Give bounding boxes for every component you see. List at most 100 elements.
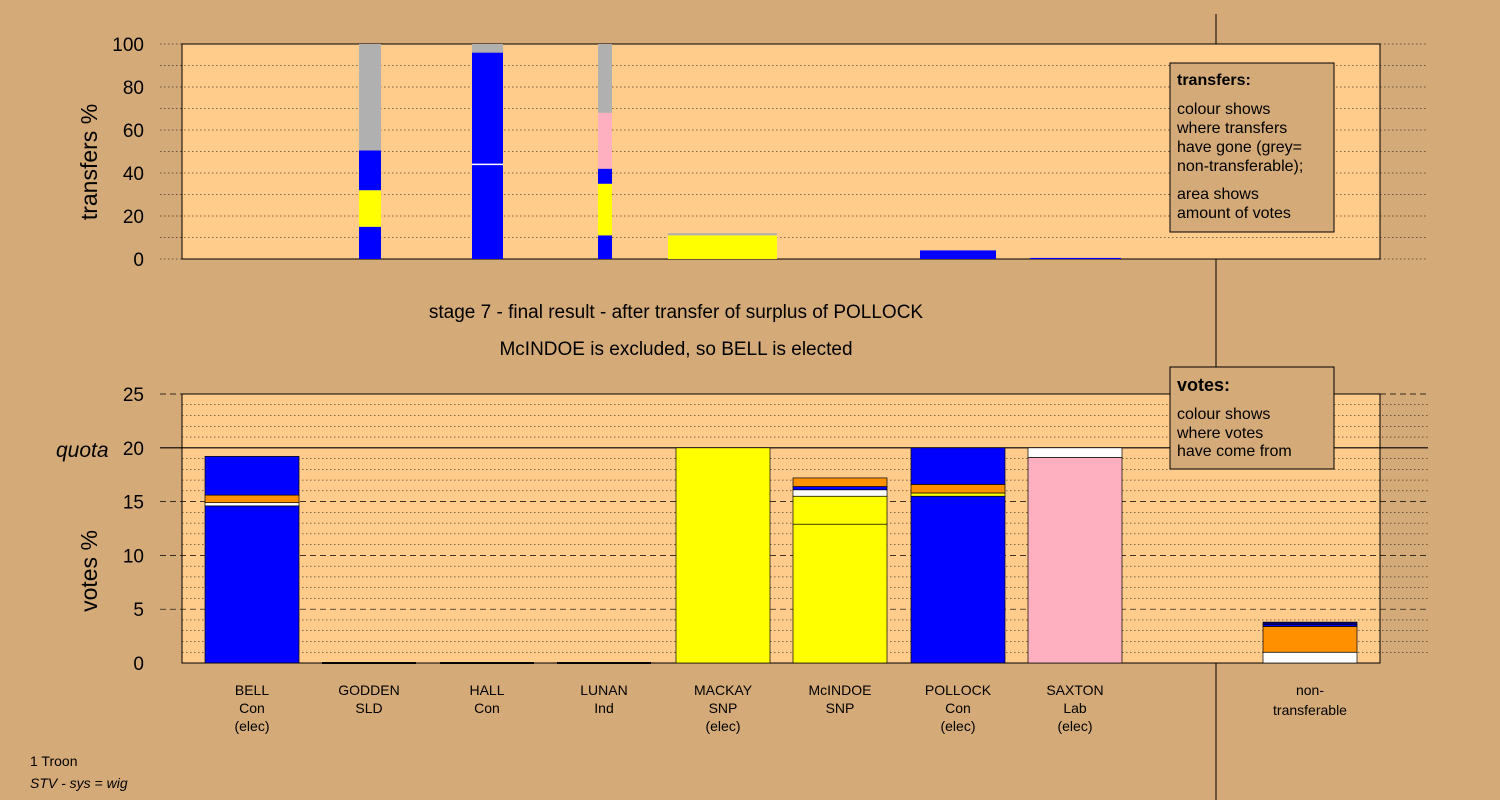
vote-bar-segment bbox=[204, 505, 300, 664]
vote-bar bbox=[1027, 447, 1123, 664]
vote-bar-segment bbox=[1262, 651, 1358, 664]
votes-legend-line: have come from bbox=[1177, 443, 1292, 460]
headline-line-1: stage 7 - final result - after transfer … bbox=[429, 302, 924, 323]
vote-bar-segment bbox=[792, 495, 888, 525]
vote-bar-segment bbox=[675, 447, 771, 664]
y-tick-label: 0 bbox=[133, 654, 144, 675]
transfer-bar-segment bbox=[920, 250, 996, 259]
y-tick-label: 40 bbox=[123, 164, 144, 185]
vote-bar-segment bbox=[792, 477, 888, 487]
footer-ward: 1 Troon bbox=[30, 753, 77, 769]
transfers-legend-line: have gone (grey= bbox=[1177, 139, 1302, 156]
footer-system: STV - sys = wig bbox=[30, 775, 128, 791]
votes-legend-line: colour shows bbox=[1177, 406, 1270, 423]
y-tick-label: 5 bbox=[133, 600, 144, 621]
candidate-label: BELL bbox=[235, 682, 269, 698]
vote-bar-segment bbox=[910, 495, 1006, 664]
candidate-label: Lab bbox=[1063, 700, 1087, 716]
votes-legend: votes: colour shows where votes have com… bbox=[1169, 366, 1335, 470]
vote-bar-segment bbox=[1262, 626, 1358, 653]
vote-bar bbox=[675, 447, 771, 664]
vote-bar-segment bbox=[204, 494, 300, 504]
vote-bar bbox=[792, 477, 888, 664]
candidate-label: LUNAN bbox=[580, 682, 627, 698]
vote-bar bbox=[204, 456, 300, 664]
transfer-bar-segment bbox=[598, 235, 612, 259]
votes-bars bbox=[204, 447, 1358, 664]
transfers-legend-line: colour shows bbox=[1177, 101, 1270, 118]
vote-bar-segment bbox=[204, 456, 300, 496]
candidate-label: SAXTON bbox=[1046, 682, 1103, 698]
transfers-legend: transfers: colour shows where transfers … bbox=[1169, 62, 1335, 233]
nontransferable-label: transferable bbox=[1273, 702, 1347, 718]
transfer-bar-segment bbox=[1030, 257, 1121, 259]
transfer-bar-segment bbox=[359, 190, 381, 227]
transfer-bar-segment bbox=[598, 44, 612, 113]
candidate-label: (elec) bbox=[705, 718, 740, 734]
transfers-y-ticks: 0 20 40 60 80 100 bbox=[112, 35, 144, 271]
y-tick-label: 15 bbox=[123, 493, 144, 514]
votes-y-axis-label: votes % bbox=[76, 530, 102, 612]
candidate-label: Con bbox=[945, 700, 971, 716]
nontransferable-label: non- bbox=[1296, 682, 1324, 698]
transfer-bar-segment bbox=[472, 44, 503, 53]
transfer-bar-segment bbox=[359, 44, 381, 151]
candidate-label: Con bbox=[239, 700, 265, 716]
vote-bar-segment bbox=[1262, 621, 1358, 625]
candidate-label: HALL bbox=[469, 682, 504, 698]
headline-line-2: McINDOE is excluded, so BELL is elected bbox=[499, 339, 852, 360]
candidate-label: GODDEN bbox=[338, 682, 399, 698]
y-tick-label: 20 bbox=[123, 439, 144, 460]
y-tick-label: 0 bbox=[133, 250, 144, 271]
transfers-legend-line: non-transferable); bbox=[1177, 158, 1303, 175]
quota-label: quota bbox=[56, 439, 109, 462]
transfer-bar-segment bbox=[668, 233, 777, 236]
transfers-legend-title: transfers: bbox=[1177, 72, 1251, 89]
votes-legend-box bbox=[1169, 366, 1335, 470]
transfer-bar-segment bbox=[359, 150, 381, 191]
vote-bar-segment bbox=[910, 484, 1006, 494]
vote-bar-segment bbox=[792, 489, 888, 497]
y-tick-label: 100 bbox=[112, 35, 144, 56]
vote-bar bbox=[910, 447, 1006, 664]
transfer-bar-segment bbox=[598, 183, 612, 236]
vote-bar-segment bbox=[1027, 447, 1123, 458]
vote-bar-segment bbox=[204, 502, 300, 507]
votes-legend-title: votes: bbox=[1177, 375, 1230, 395]
transfers-legend-line: where transfers bbox=[1176, 120, 1287, 137]
y-tick-label: 10 bbox=[123, 546, 144, 567]
votes-y-ticks: 0 5 10 15 20 25 bbox=[123, 385, 144, 675]
y-tick-label: 80 bbox=[123, 78, 144, 99]
y-tick-label: 60 bbox=[123, 121, 144, 142]
vote-bar bbox=[1262, 621, 1358, 664]
transfer-bar-segment bbox=[668, 235, 777, 259]
vote-bar-segment bbox=[792, 523, 888, 664]
candidate-label: McINDOE bbox=[809, 682, 872, 698]
candidate-label: SNP bbox=[709, 700, 738, 716]
candidate-label: (elec) bbox=[940, 718, 975, 734]
candidate-label: (elec) bbox=[234, 718, 269, 734]
transfer-bar-segment bbox=[472, 164, 503, 259]
candidate-labels: BELL Con (elec) GODDEN SLD HALL Con LUNAN Ind MAC… bbox=[234, 682, 1347, 734]
candidate-label: (elec) bbox=[1057, 718, 1092, 734]
vote-bar-segment bbox=[910, 447, 1006, 485]
transfer-bar-segment bbox=[472, 52, 503, 165]
candidate-label: SNP bbox=[826, 700, 855, 716]
vote-bar-segment bbox=[1027, 457, 1123, 664]
candidate-label: Ind bbox=[594, 700, 613, 716]
transfers-y-axis-label: transfers % bbox=[76, 104, 102, 220]
y-tick-label: 25 bbox=[123, 385, 144, 406]
y-tick-label: 20 bbox=[123, 207, 144, 228]
candidate-label: POLLOCK bbox=[925, 682, 992, 698]
vote-bar-segment bbox=[910, 492, 1006, 497]
vote-bar-segment bbox=[792, 486, 888, 491]
candidate-label: SLD bbox=[355, 700, 382, 716]
transfer-bar-segment bbox=[598, 112, 612, 169]
transfer-bar-segment bbox=[598, 168, 612, 184]
transfers-legend-line: amount of votes bbox=[1177, 205, 1291, 222]
candidate-label: MACKAY bbox=[694, 682, 753, 698]
transfers-legend-box bbox=[1169, 62, 1335, 233]
transfers-bars bbox=[359, 44, 1121, 259]
candidate-label: Con bbox=[474, 700, 500, 716]
